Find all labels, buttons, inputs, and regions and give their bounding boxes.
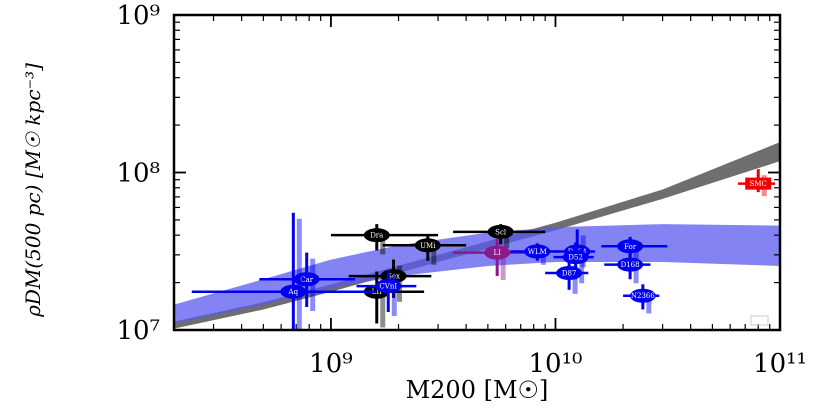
y-tick-label: 10⁷	[116, 316, 160, 346]
data-point-aq: Aq	[191, 212, 376, 330]
marker	[375, 279, 402, 294]
point-label: Dra	[370, 232, 383, 240]
data-point-umi: UMi	[382, 236, 467, 265]
x-tick-label: 10¹⁰	[529, 349, 583, 379]
point-label: D87	[562, 270, 577, 278]
data-point-scl: Scl	[453, 224, 546, 249]
marker	[484, 245, 511, 260]
marker	[617, 257, 644, 272]
point-label: SMC	[750, 180, 767, 188]
point-label: WLM	[528, 248, 547, 256]
points-layer: DraUMiSclSexLIILICarAqCVnIWLMD154D52D87F…	[191, 169, 775, 330]
point-label: D168	[621, 261, 640, 269]
data-point-wlm: WLM	[510, 243, 559, 265]
point-label: Car	[300, 276, 314, 284]
point-label: Scl	[495, 228, 507, 236]
data-point-li: LI	[453, 238, 534, 281]
y-axis-label: ρDM(500 pc) [M☉ kpc⁻³]	[21, 63, 45, 318]
marker	[556, 266, 583, 281]
data-point-dra: Dra	[330, 224, 439, 255]
point-label: LI	[493, 249, 501, 257]
marker	[280, 284, 307, 299]
plot-frame	[172, 13, 782, 332]
bands-layer	[174, 142, 780, 329]
marker	[293, 272, 320, 287]
point-label: Sex	[387, 273, 400, 281]
point-label: N2366	[631, 292, 655, 300]
point-label: For	[624, 243, 637, 251]
marker	[629, 288, 656, 303]
x-tick-label: 10¹¹	[753, 349, 807, 379]
data-point-n2366: N2366	[623, 284, 660, 314]
marker	[524, 244, 551, 259]
marker	[745, 177, 772, 190]
data-point-d87: D87	[545, 259, 589, 294]
point-label: D52	[568, 254, 583, 262]
point-label: CVnI	[379, 283, 397, 291]
legend-box	[750, 315, 769, 326]
data-point-d168: D168	[604, 252, 651, 284]
x-tick-label: 10⁹	[309, 349, 353, 379]
marker	[363, 228, 390, 243]
x-axis-label: M200 [M☉]	[406, 376, 549, 404]
marker	[617, 239, 644, 254]
marker	[487, 224, 514, 239]
point-label: UMi	[420, 242, 436, 250]
data-point-cvni: CVnI	[356, 270, 417, 317]
point-label: LII	[372, 288, 382, 296]
data-point-car: Car	[259, 252, 356, 311]
point-label: Aq	[288, 288, 299, 296]
y-tick-label: 10⁹	[116, 1, 160, 31]
y-tick-label: 10⁸	[116, 159, 160, 189]
data-point-smc: SMC	[737, 169, 775, 197]
marker	[414, 238, 441, 253]
tick-labels-layer: 10⁹ 10¹⁰ 10¹¹ 10⁷ 10⁸ 10⁹	[116, 1, 806, 379]
